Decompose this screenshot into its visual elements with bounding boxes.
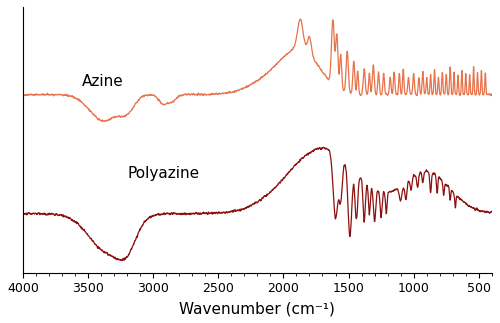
Text: Polyazine: Polyazine [127,166,199,181]
Text: Azine: Azine [82,74,123,89]
X-axis label: Wavenumber (cm⁻¹): Wavenumber (cm⁻¹) [180,301,336,316]
